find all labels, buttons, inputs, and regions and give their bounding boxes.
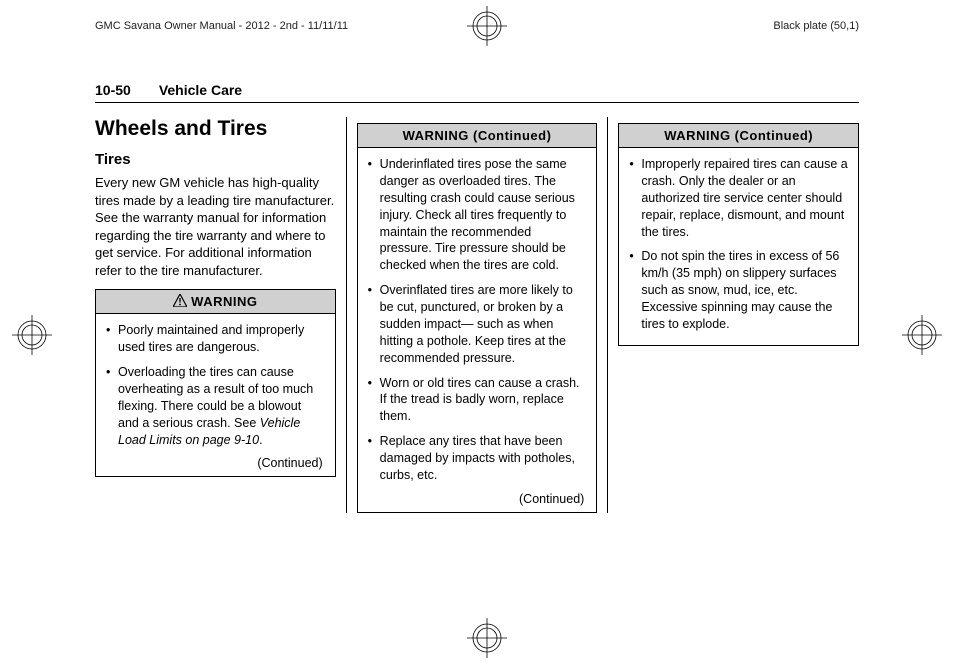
running-head: 10-50 Vehicle Care xyxy=(95,82,859,103)
warning-label-1: WARNING xyxy=(191,294,257,309)
warning1-bullet-2: Overloading the tires can cause overheat… xyxy=(106,364,325,448)
warning3-bullet-2: Do not spin the tires in excess of 56 km… xyxy=(629,248,848,332)
warning-label-2: WARNING (Continued) xyxy=(403,128,552,143)
continued-marker-2: (Continued) xyxy=(368,492,587,508)
warning-title-3: WARNING (Continued) xyxy=(619,124,858,148)
registration-mark-right xyxy=(902,315,942,355)
section-name: Vehicle Care xyxy=(159,82,242,98)
page-content: 10-50 Vehicle Care Wheels and Tires Tire… xyxy=(95,82,859,513)
warning-label-3: WARNING (Continued) xyxy=(664,128,813,143)
warning2-bullet-1: Underinflated tires pose the same danger… xyxy=(368,156,587,274)
header-right-text: Black plate (50,1) xyxy=(773,20,859,32)
warning2-bullet-3: Worn or old tires can cause a crash. If … xyxy=(368,375,587,426)
warning-box-1: WARNING Poorly maintained and improperly… xyxy=(95,289,336,477)
warning-title-1: WARNING xyxy=(96,290,335,314)
registration-mark-left xyxy=(12,315,52,355)
warning1-bullet-1: Poorly maintained and improperly used ti… xyxy=(106,322,325,356)
print-header: GMC Savana Owner Manual - 2012 - 2nd - 1… xyxy=(95,20,859,32)
warning-box-3: WARNING (Continued) Improperly repaired … xyxy=(618,123,859,346)
column-3: WARNING (Continued) Improperly repaired … xyxy=(607,117,859,513)
tires-intro-paragraph: Every new GM vehicle has high-quality ti… xyxy=(95,174,336,279)
subheading-tires: Tires xyxy=(95,151,336,168)
warning2-bullet-4: Replace any tires that have been damaged… xyxy=(368,433,587,484)
warning2-bullet-2: Overinflated tires are more likely to be… xyxy=(368,282,587,366)
column-1: Wheels and Tires Tires Every new GM vehi… xyxy=(95,117,346,513)
warning-triangle-icon xyxy=(173,294,187,309)
continued-marker-1: (Continued) xyxy=(106,456,325,472)
page-number: 10-50 xyxy=(95,82,131,98)
header-left-text: GMC Savana Owner Manual - 2012 - 2nd - 1… xyxy=(95,20,348,32)
warning-title-2: WARNING (Continued) xyxy=(358,124,597,148)
column-2: WARNING (Continued) Underinflated tires … xyxy=(346,117,608,513)
warning-box-2: WARNING (Continued) Underinflated tires … xyxy=(357,123,598,513)
warning3-bullet-1: Improperly repaired tires can cause a cr… xyxy=(629,156,848,240)
registration-mark-bottom xyxy=(467,618,507,658)
heading-wheels-tires: Wheels and Tires xyxy=(95,117,336,141)
